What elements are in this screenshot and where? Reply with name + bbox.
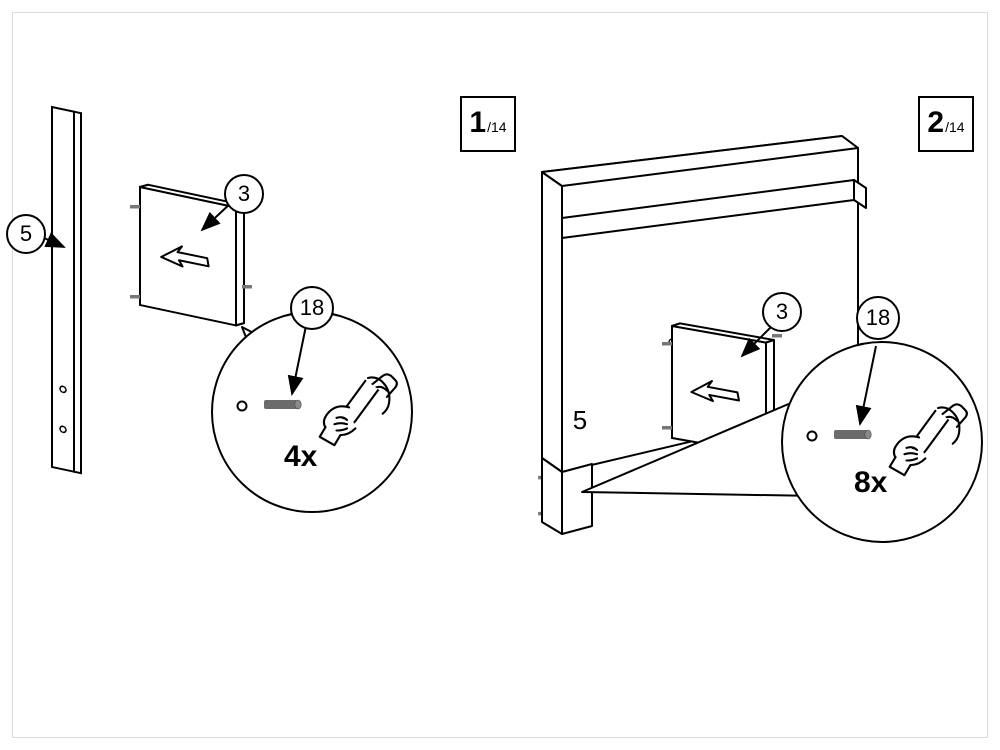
step1-part5-label: 5 xyxy=(6,214,46,254)
step2-total: /14 xyxy=(945,120,964,134)
step2-part18-label: 18 xyxy=(856,296,900,340)
step2-part5-label: 5 xyxy=(560,400,600,440)
step1-number-box: 1 /14 xyxy=(460,96,516,152)
step1-panel5 xyxy=(52,107,81,473)
step2-qty: 8x xyxy=(854,466,887,500)
step1-part18-label: 18 xyxy=(290,286,334,330)
step2-number: 2 xyxy=(927,108,944,138)
step2-group xyxy=(538,136,982,542)
step2-number-box: 2 /14 xyxy=(918,96,974,152)
step1-group xyxy=(42,107,412,512)
step1-qty: 4x xyxy=(284,440,317,474)
step1-detail xyxy=(212,312,412,512)
assembly-diagram: 1 /14 2 /14 5 3 18 5 3 18 4x 8x xyxy=(0,0,1000,750)
step1-part3-label: 3 xyxy=(224,174,264,214)
step2-part3-label: 3 xyxy=(762,292,802,332)
step1-number: 1 xyxy=(469,108,486,138)
step1-total: /14 xyxy=(487,120,506,134)
